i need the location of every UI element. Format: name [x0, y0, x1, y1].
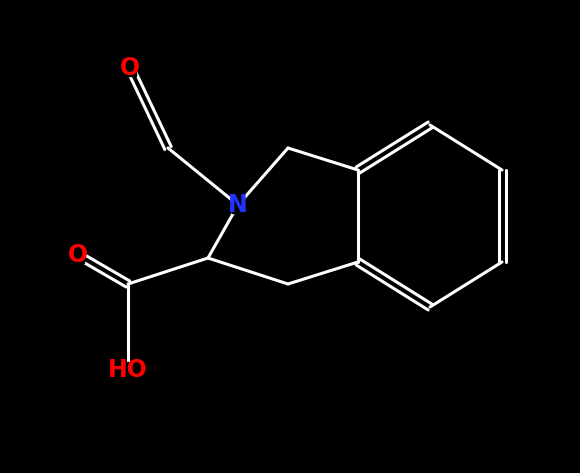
Text: O: O [120, 56, 140, 80]
Bar [125, 61, 136, 76]
Text: HO: HO [108, 358, 148, 382]
Text: N: N [228, 193, 248, 217]
Text: O: O [68, 243, 88, 267]
Bar [117, 362, 139, 377]
Bar [72, 247, 84, 263]
Bar [233, 197, 244, 213]
